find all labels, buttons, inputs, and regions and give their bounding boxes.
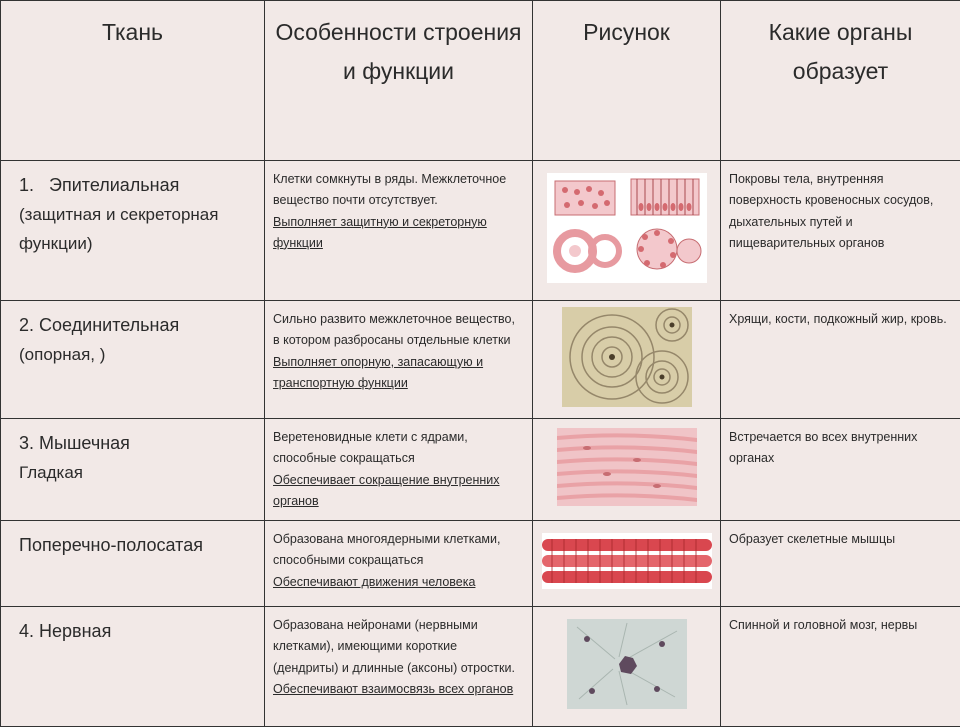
struct-cell: Сильно развито межклеточное вещество, в … xyxy=(265,301,533,419)
struct-func: Обеспечивают движения человека xyxy=(273,575,475,589)
struct-plain: Клетки сомкнуты в ряды. Межклеточное вещ… xyxy=(273,172,506,207)
struct-cell: Образована многоядерными клетками, спосо… xyxy=(265,521,533,607)
tissue-subname: Гладкая xyxy=(19,463,83,482)
image-cell xyxy=(533,521,721,607)
struct-cell: Клетки сомкнуты в ряды. Межклеточное вещ… xyxy=(265,161,533,301)
table-header-row: Ткань Особенности строения и функции Рис… xyxy=(1,1,960,161)
col-header-struct: Особенности строения и функции xyxy=(265,1,533,161)
struct-func: Выполняет опорную, запасающую и транспор… xyxy=(273,355,483,390)
col-header-organ: Какие органы образует xyxy=(721,1,960,161)
tissue-subname: (защитная и секреторная функции) xyxy=(19,205,218,253)
struct-func: Выполняет защитную и секреторную функции xyxy=(273,215,487,250)
tissue-name: Соединительная xyxy=(39,315,179,335)
table-row: Поперечно-полосатая Образована многоядер… xyxy=(1,521,960,607)
struct-cell: Образована нейронами (нервными клетками)… xyxy=(265,607,533,727)
tissue-image-smooth-muscle xyxy=(557,428,697,511)
struct-plain: Веретеновидные клети с ядрами, способные… xyxy=(273,430,468,465)
struct-cell: Веретеновидные клети с ядрами, способные… xyxy=(265,419,533,521)
col-header-image: Рисунок xyxy=(533,1,721,161)
tissue-subname: (опорная, ) xyxy=(19,345,105,364)
col-header-tissue: Ткань xyxy=(1,1,265,161)
organ-cell: Спинной и головной мозг, нервы xyxy=(721,607,960,727)
tissue-image-striated-muscle xyxy=(542,533,712,594)
image-cell xyxy=(533,301,721,419)
table-row: 2. Соединительная (опорная, ) Сильно раз… xyxy=(1,301,960,419)
struct-func: Обеспечивают взаимосвязь всех органов xyxy=(273,682,513,696)
tissue-name: Эпителиальная xyxy=(49,175,179,195)
organ-cell: Покровы тела, внутренняя поверхность кро… xyxy=(721,161,960,301)
tissue-num: 2. xyxy=(19,315,34,335)
organ-cell: Хрящи, кости, подкожный жир, кровь. xyxy=(721,301,960,419)
organ-cell: Образует скелетные мышцы xyxy=(721,521,960,607)
table-row: 1. Эпителиальная (защитная и секреторная… xyxy=(1,161,960,301)
table-row: 3. Мышечная Гладкая Веретеновидные клети… xyxy=(1,419,960,521)
tissue-image-epithelium xyxy=(547,173,707,288)
tissue-cell: 3. Мышечная Гладкая xyxy=(1,419,265,521)
tissue-name: Мышечная xyxy=(39,433,130,453)
tissue-cell: 2. Соединительная (опорная, ) xyxy=(1,301,265,419)
struct-plain: Образована нейронами (нервными клетками)… xyxy=(273,618,515,675)
image-cell xyxy=(533,419,721,521)
tissue-cell: 1. Эпителиальная (защитная и секреторная… xyxy=(1,161,265,301)
image-cell xyxy=(533,607,721,727)
tissue-cell: 4. Нервная xyxy=(1,607,265,727)
tissue-image-connective xyxy=(562,307,692,412)
organ-cell: Встречается во всех внутренних органах xyxy=(721,419,960,521)
tissue-num: 3. xyxy=(19,433,34,453)
tissue-name: Нервная xyxy=(39,621,111,641)
tissue-cell: Поперечно-полосатая xyxy=(1,521,265,607)
tissue-image-nervous xyxy=(567,619,687,714)
image-cell xyxy=(533,161,721,301)
struct-plain: Сильно развито межклеточное вещество, в … xyxy=(273,312,515,347)
table-row: 4. Нервная Образована нейронами (нервным… xyxy=(1,607,960,727)
tissue-num: 4. xyxy=(19,621,34,641)
tissues-table: Ткань Особенности строения и функции Рис… xyxy=(0,0,960,727)
struct-plain: Образована многоядерными клетками, спосо… xyxy=(273,532,500,567)
tissue-num: 1. xyxy=(19,175,34,195)
struct-func: Обеспечивает сокращение внутренних орган… xyxy=(273,473,500,508)
tissue-name: Поперечно-полосатая xyxy=(19,535,203,555)
